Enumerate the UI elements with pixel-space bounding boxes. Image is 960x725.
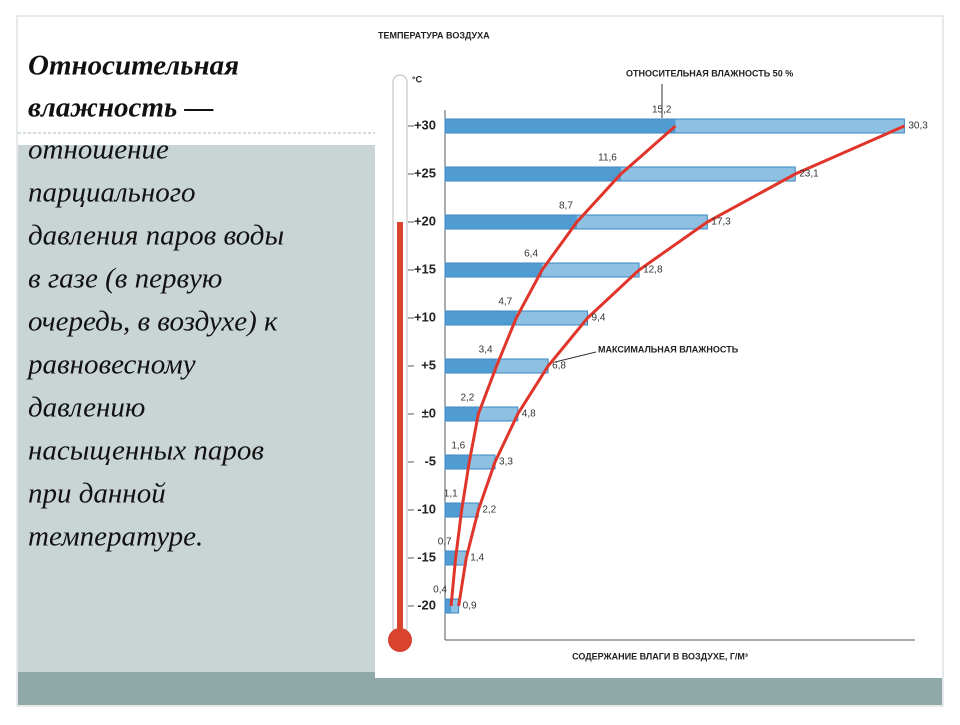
curve — [457, 124, 905, 607]
slide-text: Относительная влажность — отношение парциал… — [26, 50, 284, 553]
value-label: 1,4 — [470, 553, 484, 564]
bar-shade — [445, 455, 470, 469]
value-label: 11,6 — [598, 153, 617, 164]
body-line: температуре. — [28, 521, 203, 553]
body-line: давления паров воды — [28, 220, 284, 252]
value-label: 1,1 — [444, 489, 458, 500]
body-line: парциального — [28, 177, 196, 209]
value-label: 4,8 — [522, 409, 536, 420]
y-tick-label: +5 — [421, 357, 436, 372]
bar-shade — [445, 599, 452, 613]
legend-label: МАКСИМАЛЬНАЯ ВЛАЖНОСТЬ — [598, 344, 739, 354]
body-line: давлению — [28, 392, 145, 424]
value-label: 4,7 — [498, 297, 512, 308]
chart: ТЕМПЕРАТУРА ВОЗДУХА °C СОДЕРЖАНИЕ ВЛАГИ … — [378, 30, 928, 661]
y-tick-label: -5 — [424, 453, 436, 468]
heading-line: Относительная — [28, 50, 239, 82]
y-tick-label: -15 — [417, 549, 436, 564]
value-label: 2,2 — [460, 393, 474, 404]
value-label: 0,9 — [463, 601, 477, 612]
value-label: 23,1 — [799, 169, 819, 180]
y-tick-label: -10 — [417, 501, 436, 516]
bar-shade — [445, 215, 577, 229]
value-label: 3,3 — [499, 457, 513, 468]
bar-shade — [445, 119, 676, 133]
value-label: 8,7 — [559, 201, 573, 212]
body-line: очередь, в воздухе) к — [28, 306, 278, 338]
body-line: в газе (в первую — [28, 263, 222, 295]
y-unit: °C — [412, 74, 423, 84]
y-axis-title: ТЕМПЕРАТУРА ВОЗДУХА — [378, 30, 490, 40]
value-label: 6,4 — [524, 249, 538, 260]
bar-shade — [445, 359, 497, 373]
x-axis-title: СОДЕРЖАНИЕ ВЛАГИ В ВОЗДУХЕ, Г/М³ — [572, 651, 748, 661]
heading-line: влажность — — [28, 92, 213, 124]
thermometer-mercury — [397, 222, 403, 632]
value-label: 17,3 — [711, 217, 731, 228]
y-tick-label: +25 — [414, 165, 436, 180]
y-tick-label: +10 — [414, 309, 436, 324]
bar-shade — [445, 263, 543, 277]
value-label: 1,6 — [451, 441, 465, 452]
body-line: отношение — [28, 134, 169, 166]
body-line: равновесному — [26, 349, 196, 381]
legend-label: ОТНОСИТЕЛЬНАЯ ВЛАЖНОСТЬ 50 % — [626, 68, 793, 78]
y-tick-label: ±0 — [422, 405, 436, 420]
value-label: 6,8 — [552, 361, 566, 372]
y-tick-label: +20 — [414, 213, 436, 228]
value-label: 3,4 — [479, 345, 493, 356]
thermometer-bulb — [388, 628, 412, 652]
value-label: 12,8 — [643, 265, 663, 276]
curve — [449, 124, 677, 607]
body-line: при данной — [28, 478, 166, 510]
bar-shade — [445, 407, 479, 421]
value-label: 9,4 — [592, 313, 606, 324]
bar-shade — [445, 167, 621, 181]
bar-shade — [445, 551, 456, 565]
bar-shade — [445, 311, 517, 325]
bar-shade — [445, 503, 462, 517]
y-tick-label: +15 — [414, 261, 436, 276]
value-label: 0,4 — [433, 585, 447, 596]
value-label: 0,7 — [438, 537, 452, 548]
value-label: 2,2 — [482, 505, 496, 516]
text-panel — [18, 145, 376, 672]
legend-pointer — [554, 351, 597, 363]
value-label: 30,3 — [908, 121, 928, 132]
y-tick-label: +30 — [414, 117, 436, 132]
y-tick-label: -20 — [417, 597, 436, 612]
body-line: насыщенных паров — [28, 435, 264, 467]
